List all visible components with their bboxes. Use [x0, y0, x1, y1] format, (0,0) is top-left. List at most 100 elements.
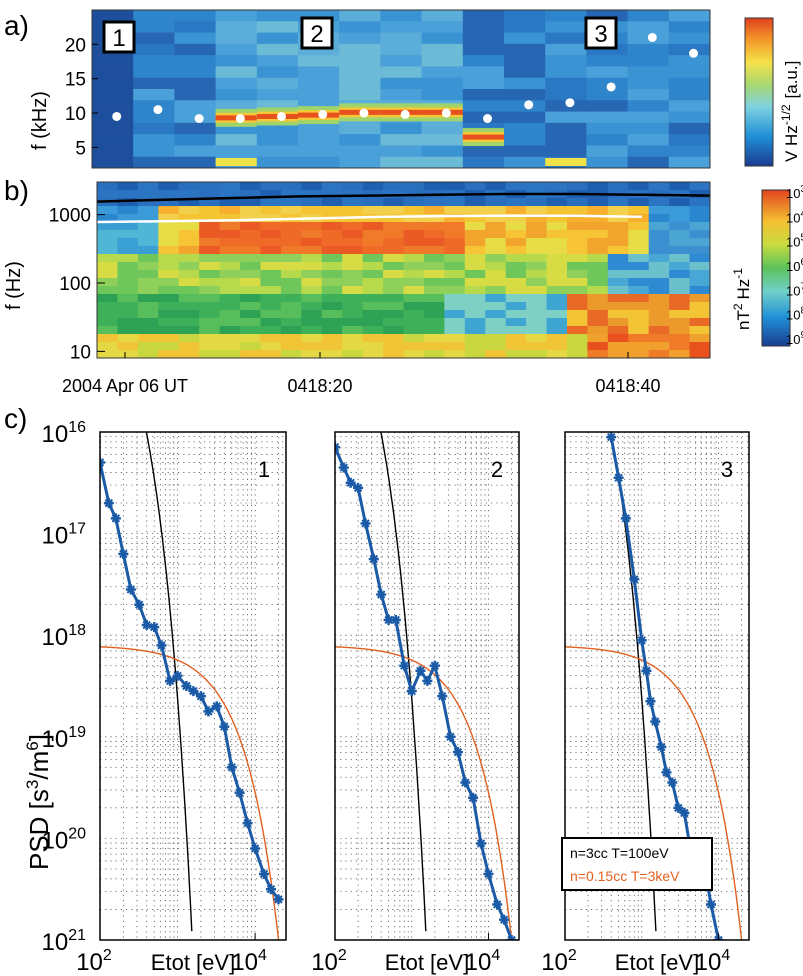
subplot-frame: [334, 431, 520, 941]
heatmap-b-cell: [362, 230, 384, 239]
subplot-frame: [99, 431, 287, 941]
heatmap-a-cell: [668, 111, 710, 124]
heatmap-b-cell: [137, 278, 159, 287]
heatmap-a-cell: [92, 89, 134, 101]
heatmap-a-cell: [133, 55, 175, 67]
heatmap-a-cell: [215, 43, 258, 56]
heatmap-b-cell: [240, 238, 261, 247]
data-point-marker: [149, 622, 160, 633]
data-point-marker: [110, 513, 121, 524]
heatmap-a-cell: [133, 134, 175, 146]
heatmap-b-cell: [97, 206, 118, 215]
heatmap-b-cell: [526, 238, 548, 247]
data-point-marker: [242, 818, 253, 829]
marker-stroke: [376, 590, 386, 599]
heatmap-b-cell: [546, 318, 568, 327]
data-point-a: [400, 109, 410, 119]
heatmap-a-cell: [133, 66, 175, 79]
heatmap-a-cell: [462, 145, 505, 158]
heatmap-b-cell: [260, 310, 282, 319]
heatmap-a-cell: [92, 134, 134, 146]
ylabel-b: f (Hz): [3, 261, 25, 310]
region-label-3: 3: [584, 16, 618, 50]
subplot-content: [335, 432, 519, 940]
heatmap-b-cell: [485, 246, 507, 255]
ytick-label-base: 10: [42, 421, 69, 448]
heatmap-b-cell: [648, 294, 670, 303]
marker-stroke: [714, 935, 720, 940]
heatmap-b-cell: [607, 294, 629, 303]
heatmap-b-cell: [342, 302, 364, 311]
heatmap-b-cell: [199, 310, 221, 319]
heatmap-b-cell: [342, 342, 364, 351]
heatmap-b-cell: [342, 294, 364, 303]
heatmap-b-cell: [280, 254, 302, 263]
heatmap-b-cell: [199, 286, 221, 295]
heatmap-b-cell: [362, 342, 384, 351]
data-point-a: [565, 98, 575, 108]
data-point-a: [235, 114, 245, 124]
heatmap-b-cell: [219, 318, 241, 327]
heatmap-b-cell: [260, 302, 282, 311]
heatmap-a-cell: [421, 43, 464, 56]
heatmap-a-cell: [92, 100, 134, 113]
marker-stroke: [657, 742, 666, 752]
heatmap-b-cell: [280, 246, 302, 255]
heatmap-a-cell: [339, 89, 381, 101]
heatmap-b-cell: [240, 230, 261, 239]
heatmap-b-cell: [219, 350, 241, 358]
heatmap-b-cell: [199, 222, 221, 231]
heatmap-b-cell: [423, 198, 445, 207]
heatmap-a-cell: [256, 21, 299, 34]
ytick-label-c: 1020: [42, 825, 87, 854]
heatmap-a-cell: [339, 66, 381, 79]
heatmap-a-cell: [545, 111, 587, 124]
heatmap-b-cell: [628, 214, 650, 223]
heatmap-a-cell: [504, 21, 546, 34]
heatmap-a-cell: [421, 145, 464, 158]
heatmap-a-cell: [504, 55, 546, 67]
heatmap-b-cell: [546, 310, 568, 319]
data-series-line: [335, 446, 514, 940]
heatmap-b-cell: [464, 222, 486, 231]
heatmap-a-cell: [668, 100, 710, 113]
heatmap-b-cell: [219, 198, 241, 207]
heatmap-b-cell: [321, 310, 343, 319]
heatmap-b-cell: [178, 262, 200, 271]
data-point-a: [606, 82, 616, 92]
subplot-number: 3: [721, 457, 733, 482]
heatmap-b-cell: [444, 342, 466, 351]
heatmap-b-cell: [199, 238, 221, 247]
heatmap-b-cell: [219, 254, 241, 263]
heatmap-b-cell: [444, 254, 466, 263]
heatmap-b-cell: [566, 254, 588, 263]
heatmap-b-cell: [260, 190, 282, 199]
heatmap-b-cell: [607, 238, 629, 247]
heatmap-b-cell: [607, 278, 629, 287]
heatmap-b-cell: [321, 278, 343, 287]
heatmap-b-cell: [505, 310, 527, 319]
heatmap-a-cell: [215, 32, 258, 45]
heatmap-a-cell: [380, 89, 423, 101]
heatmap-b-cell: [669, 302, 691, 311]
heatmap-b-cell: [648, 270, 670, 279]
heatmap-a-cell: [133, 77, 175, 90]
heatmap-b-cell: [301, 278, 323, 287]
heatmap-b-cell: [669, 310, 691, 319]
heatmap-b-cell: [566, 278, 588, 287]
heatmap-b-cell: [587, 222, 609, 231]
heatmap-b-cell: [178, 198, 200, 207]
heatmap-b-cell: [219, 238, 241, 247]
ytick-label-c: 1018: [42, 622, 87, 651]
heatmap-b-cell: [280, 222, 302, 231]
heatmap-b-cell: [423, 214, 445, 223]
heatmap-a-cell: [462, 55, 505, 67]
heatmap-b-cell: [444, 270, 466, 279]
heatmap-b-cell: [199, 198, 221, 207]
heatmap-a-cell: [627, 89, 670, 101]
heatmap-a-cell: [462, 10, 505, 22]
heatmap-b-cell: [240, 286, 261, 295]
heatmap-b-cell: [607, 246, 629, 255]
heatmap-b-cell: [546, 246, 568, 255]
heatmap-b-cell: [301, 198, 323, 207]
